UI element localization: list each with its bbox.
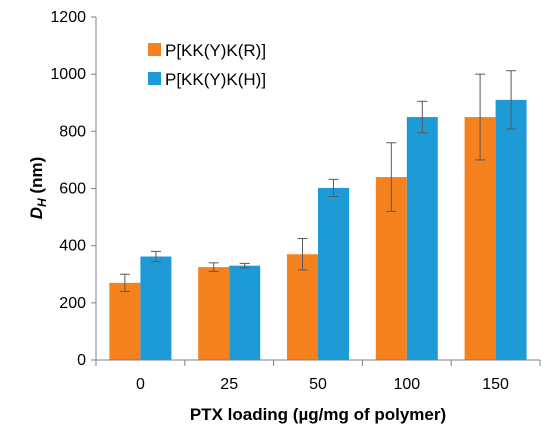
y-ticks-group: 0 200 400 600 800 1000 1200: [50, 9, 96, 369]
y-axis-title: DH (nm): [27, 157, 49, 220]
bar-series-2-25: [229, 265, 261, 360]
y-axis-title-unit: (nm): [27, 157, 46, 199]
bar-series-1-50: [287, 254, 318, 360]
y-tick-label: 1200: [50, 9, 86, 26]
y-tick-label: 400: [59, 238, 86, 255]
bars-group: [109, 99, 527, 361]
bar-series-1-0: [109, 282, 141, 360]
y-tick-label: 1000: [50, 66, 86, 83]
legend-swatch-series-1: [148, 43, 161, 56]
bar-series-2-100: [406, 117, 438, 361]
x-tick-label: 100: [393, 376, 420, 393]
x-ticks-group: 0 25 50 100 150: [95, 360, 541, 393]
bar-series-1-25: [198, 267, 230, 360]
x-axis-title: PTX loading (µg/mg of polymer): [190, 405, 446, 424]
x-tick-label: 150: [482, 376, 509, 393]
bar-series-2-50: [318, 187, 349, 360]
legend-label-series-1: P[KK(Y)K(R)]: [165, 41, 266, 60]
legend-label-series-2: P[KK(Y)K(H)]: [165, 70, 266, 89]
x-tick-label: 0: [136, 376, 145, 393]
y-tick-label: 800: [59, 123, 86, 140]
error-bars-group: [119, 70, 517, 292]
x-tick-label: 50: [309, 376, 327, 393]
y-tick-label: 200: [59, 295, 86, 312]
y-tick-label: 600: [59, 181, 86, 198]
y-axis-title-main: D: [27, 207, 46, 219]
legend: P[KK(Y)K(R)] P[KK(Y)K(H)]: [148, 41, 266, 89]
y-axis-title-sub: H: [35, 198, 49, 207]
bar-series-2-0: [140, 256, 172, 360]
legend-swatch-series-2: [148, 72, 161, 85]
x-tick-label: 25: [220, 376, 238, 393]
bar-series-2-150: [495, 99, 527, 361]
y-tick-label: 0: [77, 352, 86, 369]
